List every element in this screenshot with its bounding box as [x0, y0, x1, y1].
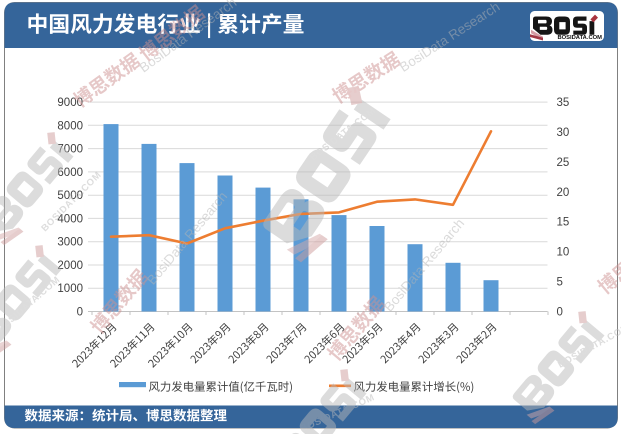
svg-text:10: 10	[557, 247, 570, 259]
svg-text:5000: 5000	[57, 190, 83, 202]
svg-text:2000: 2000	[57, 260, 83, 272]
svg-text:BOSIDATA.COM: BOSIDATA.COM	[557, 35, 602, 41]
svg-text:0: 0	[77, 307, 83, 319]
svg-text:3000: 3000	[57, 237, 83, 249]
svg-text:0: 0	[557, 307, 563, 319]
svg-text:8000: 8000	[57, 120, 83, 132]
svg-text:30: 30	[557, 127, 570, 139]
svg-text:5: 5	[557, 277, 563, 289]
svg-text:35: 35	[557, 97, 570, 109]
svg-text:20: 20	[557, 187, 570, 199]
svg-text:1000: 1000	[57, 283, 83, 295]
svg-text:9000: 9000	[57, 97, 83, 109]
svg-text:15: 15	[557, 217, 570, 229]
svg-text:6000: 6000	[57, 167, 83, 179]
svg-text:4000: 4000	[57, 213, 83, 225]
svg-text:25: 25	[557, 157, 570, 169]
